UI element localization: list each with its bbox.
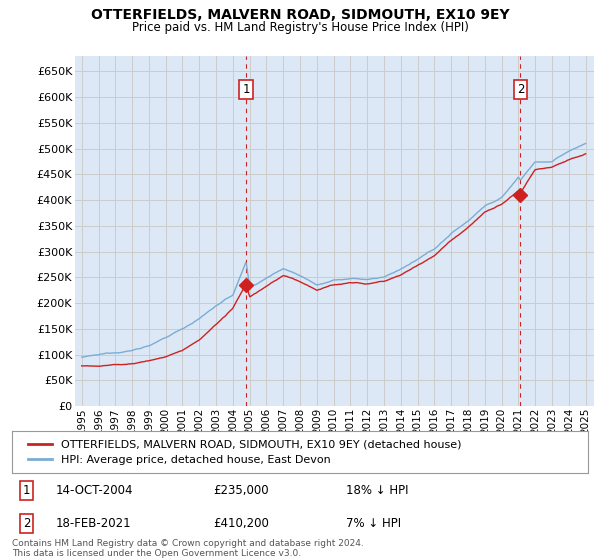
Text: 7% ↓ HPI: 7% ↓ HPI [346, 517, 401, 530]
Text: £410,200: £410,200 [214, 517, 269, 530]
Text: 18% ↓ HPI: 18% ↓ HPI [346, 484, 409, 497]
Text: OTTERFIELDS, MALVERN ROAD, SIDMOUTH, EX10 9EY: OTTERFIELDS, MALVERN ROAD, SIDMOUTH, EX1… [91, 8, 509, 22]
Text: 1: 1 [23, 484, 30, 497]
Text: 2: 2 [517, 83, 524, 96]
Text: 18-FEB-2021: 18-FEB-2021 [55, 517, 131, 530]
Text: Contains HM Land Registry data © Crown copyright and database right 2024.
This d: Contains HM Land Registry data © Crown c… [12, 539, 364, 558]
Text: £235,000: £235,000 [214, 484, 269, 497]
Text: 2: 2 [23, 517, 30, 530]
Legend: OTTERFIELDS, MALVERN ROAD, SIDMOUTH, EX10 9EY (detached house), HPI: Average pri: OTTERFIELDS, MALVERN ROAD, SIDMOUTH, EX1… [23, 435, 466, 469]
Text: 14-OCT-2004: 14-OCT-2004 [55, 484, 133, 497]
Text: 1: 1 [242, 83, 250, 96]
Text: Price paid vs. HM Land Registry's House Price Index (HPI): Price paid vs. HM Land Registry's House … [131, 21, 469, 34]
